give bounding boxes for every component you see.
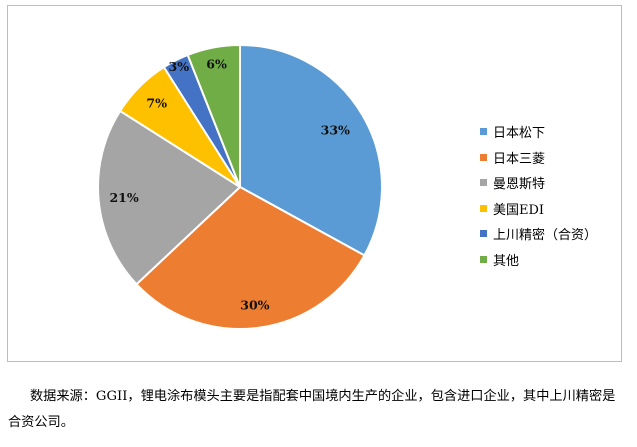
legend-label-2: 日本三菱 [493,151,546,167]
pie-slice-2 [135,185,366,330]
slice-label-6: 6% [206,56,227,71]
legend-item-5: 上川精密（合资） [480,221,597,247]
legend-item-4: 美国EDI [480,196,597,222]
slice-label-3: 21% [109,190,138,205]
legend-label-4: 美国EDI [493,202,545,218]
legend-swatch-5 [480,230,487,238]
legend-swatch-2 [480,153,487,161]
legend-swatch-1 [480,128,487,136]
legend-item-3: 曼恩斯特 [480,170,597,196]
legend-swatch-6 [480,255,487,263]
slice-label-1: 33% [321,123,350,138]
slice-label-2: 30% [240,297,269,312]
legend-item-1: 日本松下 [480,119,597,145]
legend-swatch-3 [480,179,487,187]
source-caption: 数据来源：GGII，锂电涂布模头主要是指配套中国境内生产的企业，包含进口企业，其… [8,389,616,430]
legend-label-5: 上川精密（合资） [493,228,598,244]
legend-label-1: 日本松下 [493,126,546,142]
chart-legend: 日本松下日本三菱曼恩斯特美国EDI 上川精密（合资） 其他 [480,119,597,272]
legend-label-6: 其他 [493,253,520,269]
legend-label-3: 曼恩斯特 [493,177,546,193]
slice-label-5: 3% [169,59,190,74]
pie-slice-6 [186,43,241,188]
legend-item-6: 其他 [480,247,597,273]
legend-swatch-4 [480,204,487,212]
pie-slice-1 [239,43,383,257]
slice-label-4: 7% [146,96,167,111]
legend-item-2: 日本三菱 [480,145,597,171]
pie-chart: 33% 30% 21% 7% 3% 6% [97,43,383,330]
pie-slice-3 [97,109,242,286]
chart-frame: 33% 30% 21% 7% 3% 6% 日本松下日本三菱曼恩斯特美国EDI 上川精密（合资… [7,5,622,362]
